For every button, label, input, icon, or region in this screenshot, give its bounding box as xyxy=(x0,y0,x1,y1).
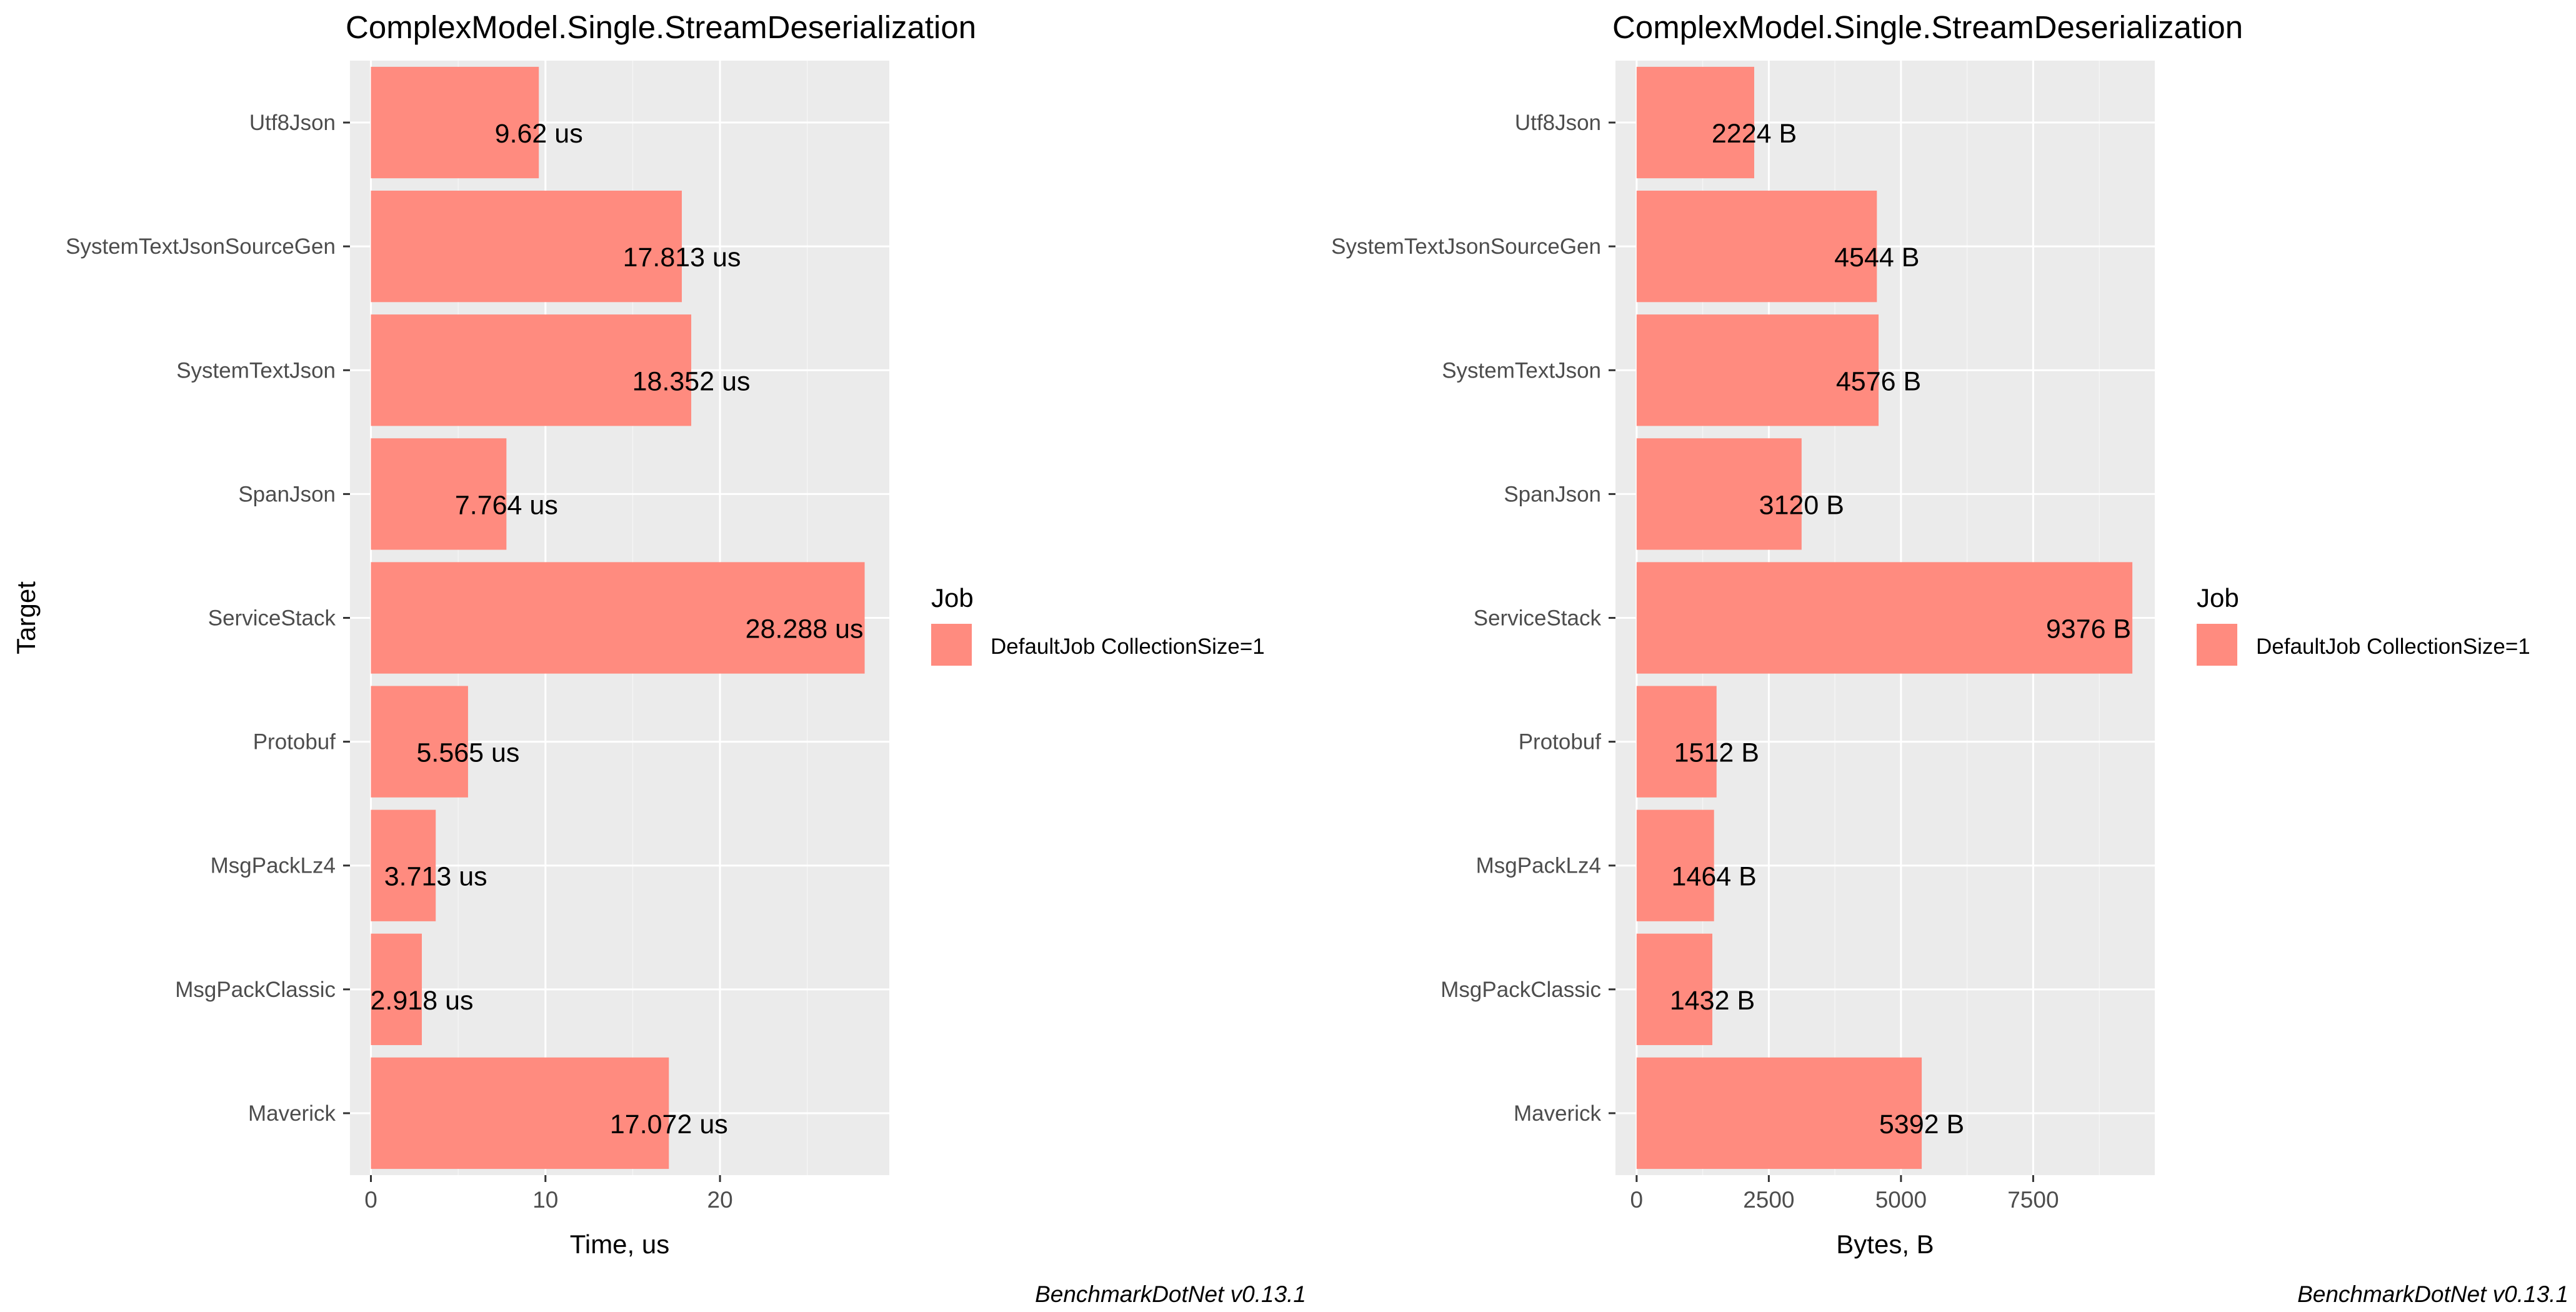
data-label: 5.565 us xyxy=(416,738,519,768)
legend: Job DefaultJob CollectionSize=1 xyxy=(931,583,1265,666)
legend-label: DefaultJob CollectionSize=1 xyxy=(991,634,1265,659)
legend: Job DefaultJob CollectionSize=1 xyxy=(2197,583,2530,666)
bar-SystemTextJson xyxy=(1636,314,1879,426)
x-tick-label: 7500 xyxy=(2007,1187,2059,1213)
y-tick-label: ServiceStack xyxy=(1474,606,1602,631)
y-axis-title: Target xyxy=(11,581,41,654)
bar-SystemTextJsonSourceGen xyxy=(1636,191,1877,303)
y-tick-label: SystemTextJsonSourceGen xyxy=(66,234,336,259)
data-label: 7.764 us xyxy=(455,490,558,520)
y-tick-label: MsgPackClassic xyxy=(175,978,336,1002)
data-label: 1432 B xyxy=(1670,986,1755,1016)
y-tick-label: SpanJson xyxy=(238,482,336,506)
data-label: 5392 B xyxy=(1879,1109,1964,1139)
data-label: 1464 B xyxy=(1672,862,1757,892)
bar-ServiceStack xyxy=(1636,562,2133,674)
data-label: 3120 B xyxy=(1759,490,1844,520)
data-label: 2.918 us xyxy=(371,986,474,1016)
y-tick-label: Utf8Json xyxy=(249,111,336,135)
data-label: 9.62 us xyxy=(495,119,583,149)
caption: BenchmarkDotNet v0.13.1 xyxy=(1035,1281,1306,1307)
y-tick-label: MsgPackLz4 xyxy=(211,854,336,878)
bar-SystemTextJson xyxy=(371,314,692,426)
x-tick-label: 0 xyxy=(364,1187,377,1213)
bar-MsgPackLz4 xyxy=(1636,809,1714,921)
x-axis-title: Time, us xyxy=(570,1229,669,1259)
x-tick-label: 2500 xyxy=(1743,1187,1794,1213)
y-tick-label: ServiceStack xyxy=(208,606,336,631)
y-tick-label: SystemTextJsonSourceGen xyxy=(1331,234,1601,259)
x-tick-label: 20 xyxy=(707,1187,733,1213)
y-tick-label: MsgPackLz4 xyxy=(1476,854,1601,878)
y-tick-label: SystemTextJson xyxy=(1442,358,1601,383)
x-tick-label: 0 xyxy=(1630,1187,1644,1213)
y-tick-label: SystemTextJson xyxy=(176,358,336,383)
data-label: 2224 B xyxy=(1712,119,1797,149)
chart-title: ComplexModel.Single.StreamDeserializatio… xyxy=(346,9,976,45)
chart-panel-2: ComplexModel.Single.StreamDeserializatio… xyxy=(1331,9,2569,1307)
bar-Utf8Json xyxy=(1636,66,1755,179)
data-label: 17.072 us xyxy=(610,1109,728,1139)
legend-title: Job xyxy=(2197,583,2239,613)
bar-MsgPackClassic xyxy=(371,933,422,1045)
x-axis-title: Bytes, B xyxy=(1836,1229,1934,1259)
caption: BenchmarkDotNet v0.13.1 xyxy=(2297,1281,2569,1307)
y-tick-label: Maverick xyxy=(1514,1101,1602,1126)
bar-Utf8Json xyxy=(371,66,539,179)
y-tick-label: Maverick xyxy=(248,1101,336,1126)
bar-SpanJson xyxy=(1636,438,1802,550)
bar-Maverick xyxy=(1636,1057,1922,1169)
legend-title: Job xyxy=(931,583,974,613)
bar-SystemTextJsonSourceGen xyxy=(371,191,682,303)
bar-SpanJson xyxy=(371,438,507,550)
y-tick-label: Protobuf xyxy=(1519,730,1602,754)
bar-MsgPackClassic xyxy=(1636,933,1713,1045)
bar-MsgPackLz4 xyxy=(371,809,436,921)
bar-Protobuf xyxy=(1636,686,1717,798)
bar-Maverick xyxy=(371,1057,669,1169)
legend-label: DefaultJob CollectionSize=1 xyxy=(2256,634,2530,659)
data-label: 18.352 us xyxy=(632,366,751,396)
data-label: 28.288 us xyxy=(746,614,864,644)
data-label: 4544 B xyxy=(1834,243,1919,273)
data-label: 17.813 us xyxy=(623,243,741,273)
y-tick-label: MsgPackClassic xyxy=(1440,978,1601,1002)
legend-swatch xyxy=(931,624,972,666)
data-label: 9376 B xyxy=(2046,614,2131,644)
y-tick-label: Protobuf xyxy=(253,730,336,754)
chart-panel-1: ComplexModel.Single.StreamDeserializatio… xyxy=(11,9,1306,1307)
y-tick-label: SpanJson xyxy=(1504,482,1601,506)
data-label: 1512 B xyxy=(1674,738,1759,768)
data-label: 3.713 us xyxy=(384,862,487,892)
bar-ServiceStack xyxy=(371,562,865,674)
legend-swatch xyxy=(2197,624,2237,666)
x-tick-label: 5000 xyxy=(1875,1187,1927,1213)
data-label: 4576 B xyxy=(1836,366,1921,396)
chart-title: ComplexModel.Single.StreamDeserializatio… xyxy=(1612,9,2243,45)
x-tick-label: 10 xyxy=(532,1187,558,1213)
y-tick-label: Utf8Json xyxy=(1515,111,1601,135)
bar-Protobuf xyxy=(371,686,468,798)
